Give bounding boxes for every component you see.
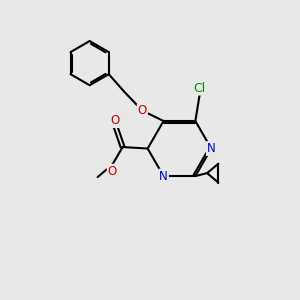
Text: Cl: Cl — [194, 82, 206, 94]
Text: O: O — [108, 165, 117, 178]
Text: O: O — [111, 114, 120, 127]
Text: O: O — [138, 104, 147, 117]
Text: N: N — [159, 169, 168, 183]
Text: N: N — [207, 142, 216, 155]
